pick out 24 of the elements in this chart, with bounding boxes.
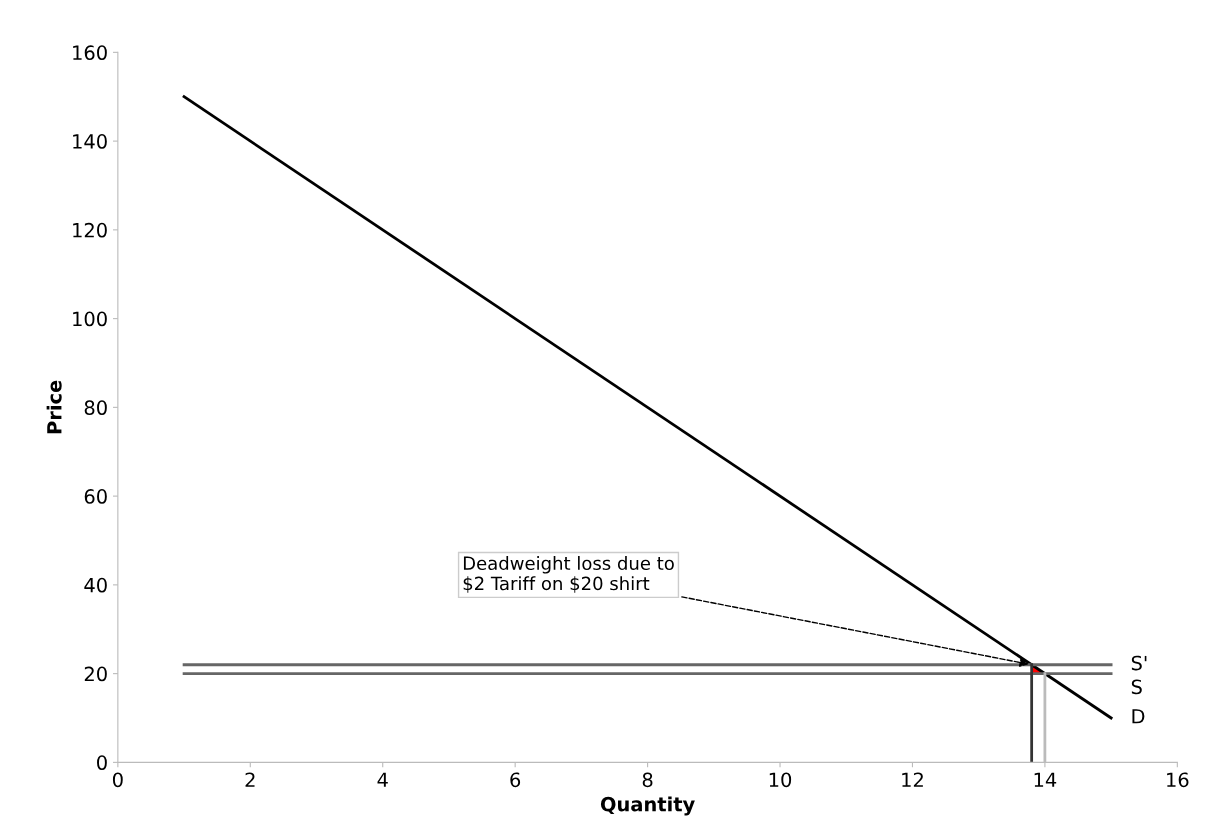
x-tick-label: 16 [1167, 772, 1189, 788]
y-tick-label: 100 [73, 311, 107, 327]
x-tick-label: 10 [769, 772, 792, 788]
x-axis-title: Quantity [600, 796, 695, 816]
x-tick-label: 14 [1034, 772, 1057, 787]
y-tick-label: 0 [97, 755, 107, 771]
y-tick-label: 160 [73, 45, 107, 61]
y-tick-label: 120 [73, 222, 107, 238]
y-tick-label: 60 [84, 489, 107, 504]
y-axis-title: Price [46, 380, 62, 434]
series-label: D [1132, 709, 1145, 724]
y-tick-label: 80 [84, 400, 107, 416]
x-tick-label: 6 [510, 772, 521, 788]
annotation: Deadweight loss due to $2 Tariff on $20 shirt [463, 556, 674, 593]
x-tick-label: 12 [902, 772, 923, 787]
y-tick-label: 40 [84, 577, 107, 593]
x-tick-label: 4 [377, 772, 388, 787]
y-tick-label: 140 [73, 134, 107, 149]
series-label: S' [1131, 655, 1147, 671]
x-tick-label: 8 [642, 772, 653, 788]
x-tick-label: 0 [112, 772, 123, 788]
series-label: S [1131, 679, 1142, 695]
x-tick-label: 2 [245, 772, 255, 787]
y-tick-label: 20 [84, 666, 107, 682]
